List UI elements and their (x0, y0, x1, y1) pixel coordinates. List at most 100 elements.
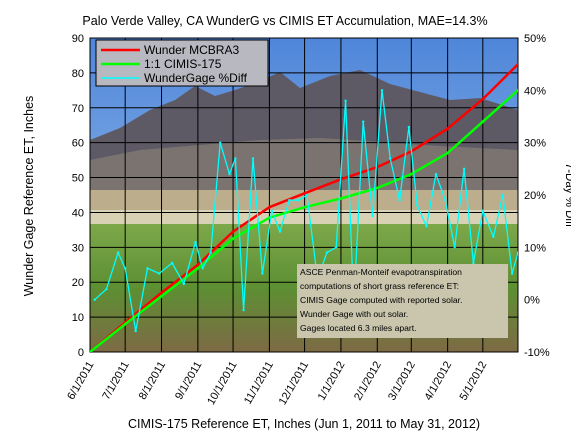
series-point (105, 288, 108, 291)
legend-label-wunder: Wunder MCBRA3 (144, 43, 239, 57)
series-point (160, 294, 163, 298)
series-layer (90, 62, 518, 352)
series-point (375, 186, 379, 190)
series-point (278, 230, 282, 233)
y-tick-label: 70 (72, 103, 84, 115)
y-tick-label: 90 (72, 33, 84, 45)
x-tick-label: 10/1/2011 (205, 360, 239, 408)
y2-tick-label: 50% (524, 33, 546, 45)
series-point (201, 267, 204, 270)
series-point (93, 298, 96, 301)
y2-axis-label: 7-Day % Diff (563, 163, 571, 228)
series-point (209, 251, 212, 254)
y-tick-label: 20 (72, 277, 84, 289)
series-point (492, 235, 495, 239)
series-point (446, 151, 449, 155)
series-point (261, 272, 264, 275)
series-point (170, 261, 174, 265)
legend-label-diff: WunderGage %Diff (144, 71, 248, 85)
series-point (516, 251, 518, 254)
series-point (234, 157, 237, 160)
series-point (303, 205, 306, 209)
y2-tick-label: 40% (524, 85, 546, 97)
plot-frame (89, 37, 519, 353)
annotation-line-4: Wunder Gage with out solar. (300, 309, 408, 319)
series-point (182, 282, 185, 286)
y2-tick-label: 10% (524, 242, 546, 254)
series-point (160, 291, 163, 295)
series-point (325, 251, 329, 254)
series-point (251, 157, 255, 160)
series-point (270, 209, 273, 212)
x-tick-label: 1/1/2012 (316, 360, 348, 403)
series-point (409, 172, 413, 176)
series-point (158, 272, 161, 275)
series-line-diff (94, 89, 518, 332)
series-point (416, 204, 419, 207)
series-point (196, 263, 200, 267)
series-point (305, 193, 309, 197)
y-tick-label: 50 (72, 173, 84, 185)
series-point (90, 350, 92, 352)
series-point (453, 246, 456, 249)
x-tick-label: 9/1/2011 (173, 360, 204, 402)
series-point (344, 99, 347, 103)
series-point (516, 88, 518, 92)
series-point (501, 193, 504, 197)
y-tick-label: 10 (72, 312, 84, 324)
chart-title: Palo Verde Valley, CA WunderG vs CIMIS E… (82, 14, 487, 28)
series-point (231, 230, 235, 234)
y-tick-label: 30 (72, 242, 84, 254)
x-tick-label: 2/1/2012 (352, 360, 384, 403)
legend-label-cimis: 1:1 CIMIS-175 (144, 57, 222, 71)
x-tick-label: 4/1/2012 (422, 360, 454, 403)
y2-tick-label: 30% (524, 138, 546, 150)
series-point (371, 214, 374, 218)
series-point (196, 266, 200, 270)
series-point (219, 141, 222, 144)
annotation-line-1: ASCE Penman-Monteif evapotranspiration (300, 267, 462, 277)
series-point (123, 322, 127, 326)
series-point (472, 261, 475, 265)
annotation-box: ASCE Penman-Monteif evapotranspiration c… (297, 264, 508, 338)
series-point (288, 199, 291, 202)
y2-tick-label: -10% (524, 347, 550, 359)
y2-tick-label: 0% (524, 295, 540, 307)
series-point (297, 199, 300, 202)
x-tick-label: 12/1/2011 (277, 360, 311, 408)
series-point (134, 329, 137, 333)
y-axis-label: Wunder Gage Reference ET, Inches (22, 96, 36, 297)
series-point (444, 199, 447, 202)
series-point (407, 125, 411, 129)
x-tick-label: 11/1/2011 (242, 360, 276, 407)
y2-tick-label: 20% (524, 190, 546, 202)
y-tick-label: 60 (72, 138, 84, 150)
series-point (124, 267, 127, 270)
series-point (303, 191, 306, 195)
series-point (194, 240, 197, 244)
series-point (434, 172, 438, 176)
series-point (510, 272, 514, 275)
y-tick-label: 80 (72, 68, 84, 80)
series-point (462, 167, 466, 170)
annotation-line-2: computations of short grass reference ET… (300, 281, 459, 291)
series-point (425, 225, 428, 228)
x-tick-label: 8/1/2011 (137, 360, 168, 402)
series-point (242, 308, 245, 312)
legend: Wunder MCBRA3 1:1 CIMIS-175 WunderGage %… (95, 39, 269, 87)
series-point (481, 97, 485, 101)
series-point (516, 62, 518, 66)
annotation-line-5: Gages located 6.3 miles apart. (300, 323, 417, 333)
x-axis-label: CIMIS-175 Reference ET, Inches (Jun 1, 2… (128, 417, 480, 431)
series-point (398, 199, 401, 202)
series-point (481, 120, 485, 124)
series-point (116, 251, 120, 254)
series-point (339, 197, 343, 200)
annotation-line-3: CIMIS Gage computed with reported solar. (300, 295, 462, 305)
y-tick-label: 40 (72, 207, 84, 219)
x-tick-label: 7/1/2011 (100, 360, 131, 402)
series-point (446, 127, 449, 131)
y-tick-label: 0 (78, 347, 84, 359)
